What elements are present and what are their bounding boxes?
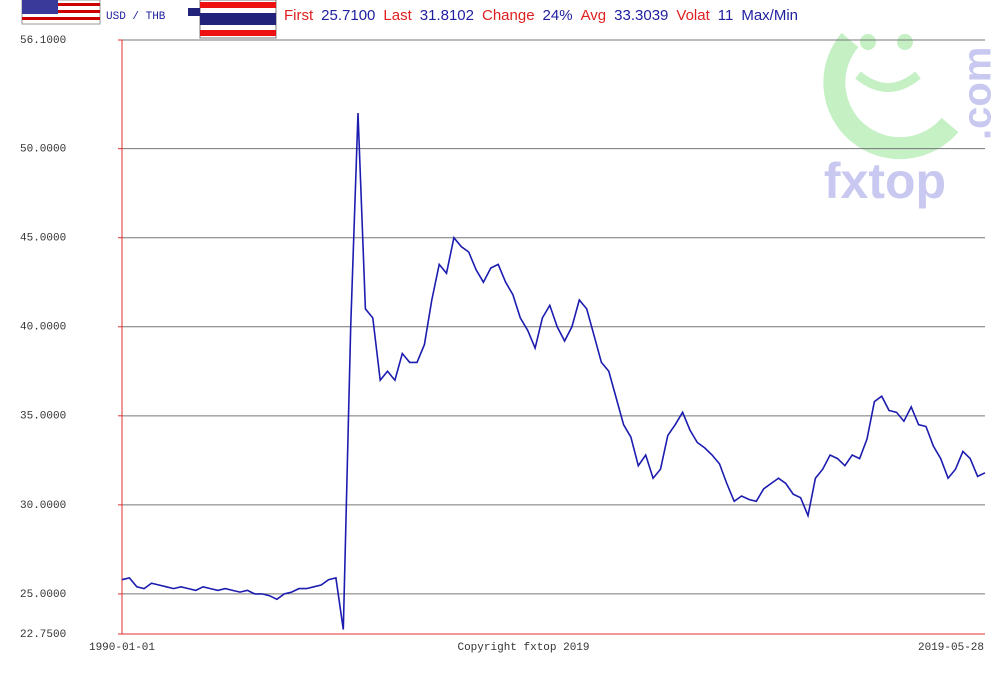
logo-eye bbox=[860, 34, 876, 50]
y-tick-label: 40.0000 bbox=[20, 322, 66, 334]
thai-flag bbox=[199, 0, 277, 39]
flag-pole bbox=[188, 8, 200, 16]
y-tick-label: 30.0000 bbox=[20, 500, 66, 512]
y-tick-label: 22.7500 bbox=[20, 629, 66, 641]
us-flag bbox=[21, 0, 101, 25]
x-end-label: 2019-05-28 bbox=[918, 642, 984, 654]
logo-eye bbox=[897, 34, 913, 50]
flag-stripe bbox=[22, 17, 100, 20]
price-line bbox=[121, 112, 986, 630]
y-tick-label: 35.0000 bbox=[20, 411, 66, 423]
flag-stripe bbox=[200, 30, 276, 36]
flag-stripe bbox=[200, 13, 276, 25]
stat-value: 33.3039 bbox=[614, 7, 668, 24]
y-tick-label: 45.0000 bbox=[20, 233, 66, 245]
y-tick-label: 50.0000 bbox=[20, 144, 66, 156]
flag-stripe bbox=[22, 3, 100, 6]
flag-canton bbox=[22, 0, 58, 14]
watermark-suffix: .com bbox=[956, 47, 1000, 140]
pair-title: USD / THB bbox=[106, 11, 166, 23]
logo-arc bbox=[823, 32, 959, 160]
flag-stripe bbox=[200, 2, 276, 8]
y-tick-label: 56.1000 bbox=[20, 35, 66, 47]
stat-label: Last bbox=[383, 7, 412, 24]
stat-label: Volat bbox=[676, 7, 710, 24]
stat-label: Avg bbox=[581, 7, 607, 24]
x-start-label: 1990-01-01 bbox=[89, 642, 155, 654]
stat-value: 24% bbox=[543, 7, 573, 24]
logo-smile bbox=[855, 71, 921, 92]
watermark: fxtop bbox=[824, 153, 946, 209]
stat-value: 25.7100 bbox=[321, 7, 375, 24]
stat-value: 11 bbox=[718, 7, 734, 24]
stat-label: First bbox=[284, 7, 314, 24]
flag-stripe bbox=[22, 10, 100, 13]
watermark-logo bbox=[823, 32, 959, 160]
header-stats: First 25.7100 Last 31.8102 Change 24% Avg 33.30… bbox=[284, 7, 798, 24]
stat-value: 31.8102 bbox=[420, 7, 474, 24]
y-tick-label: 25.0000 bbox=[20, 589, 66, 601]
copyright: Copyright fxtop 2019 bbox=[457, 642, 589, 654]
stat-suffix: Max/Min bbox=[741, 7, 798, 24]
stat-label: Change bbox=[482, 7, 535, 24]
